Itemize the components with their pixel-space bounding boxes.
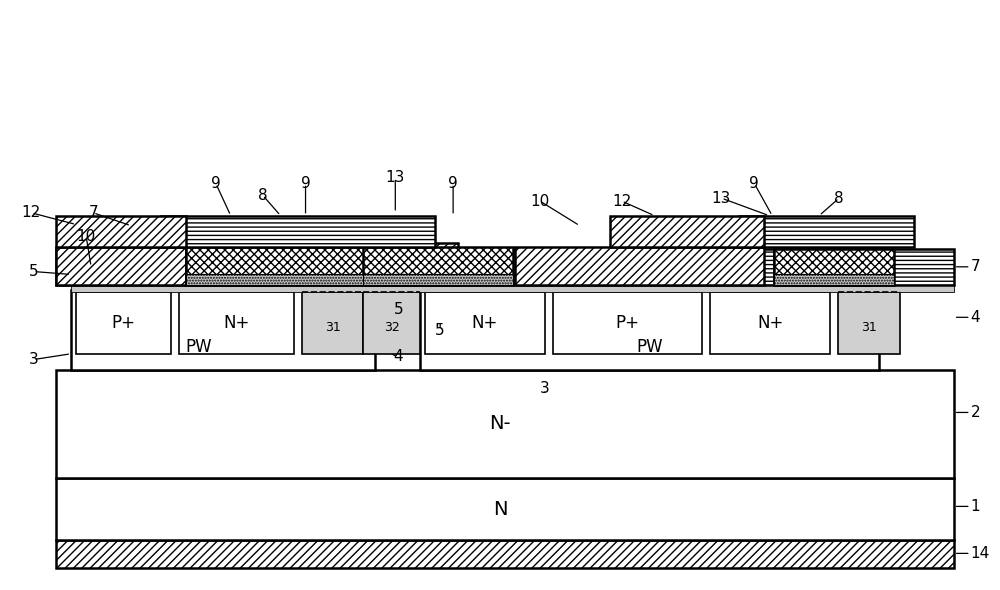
Text: 8: 8 [258,188,267,203]
Text: 5: 5 [435,323,445,337]
Text: PW: PW [636,339,663,356]
Text: 12: 12 [22,205,41,220]
Text: 3: 3 [540,382,550,396]
Bar [186,247,420,285]
Text: 4: 4 [971,310,980,325]
Bar [186,242,281,285]
Bar [710,292,830,354]
Text: 5: 5 [393,302,403,317]
Text: 9: 9 [211,176,221,191]
Text: 7: 7 [88,205,98,220]
Text: N+: N+ [472,314,498,332]
Bar [363,274,513,285]
Text: N-: N- [489,414,511,434]
Bar [179,292,294,354]
Text: 10: 10 [77,229,96,244]
Bar [71,285,954,292]
Bar [425,292,545,354]
Text: N+: N+ [223,314,249,332]
Bar [56,248,954,285]
Bar [161,217,435,247]
Bar [56,217,186,247]
Text: 9: 9 [301,176,310,191]
Bar [56,540,954,568]
Text: PW: PW [186,339,212,356]
Text: 12: 12 [612,194,631,208]
Text: N+: N+ [757,314,783,332]
Text: 13: 13 [386,170,405,185]
Text: 7: 7 [971,260,980,274]
Text: 31: 31 [325,322,340,335]
Bar [553,292,702,354]
Bar [363,292,420,354]
Text: 4: 4 [393,349,403,364]
Text: 9: 9 [448,176,458,191]
Text: 9: 9 [749,176,759,191]
Text: 2: 2 [971,405,980,420]
Bar [186,274,420,285]
Bar [739,217,914,247]
Bar [838,292,900,354]
Text: 10: 10 [530,194,550,208]
Text: 14: 14 [971,546,990,561]
Bar [774,274,894,285]
Bar [363,242,458,285]
Bar [610,217,764,247]
Text: 1: 1 [971,499,980,514]
Bar [515,247,764,285]
Text: 31: 31 [861,322,877,335]
Text: 13: 13 [712,191,731,205]
Text: P+: P+ [616,314,640,332]
Text: 32: 32 [384,322,400,335]
Bar [56,247,186,285]
Bar [302,292,363,354]
Bar [774,248,869,285]
Text: 5: 5 [28,264,38,279]
Bar [363,247,513,285]
Bar [76,292,171,354]
Text: 8: 8 [834,191,844,205]
Text: 3: 3 [28,352,38,367]
Text: P+: P+ [112,314,136,332]
Bar [56,369,954,478]
Bar [71,290,375,369]
Bar [56,478,954,540]
Text: N: N [493,500,507,519]
Bar [420,290,879,369]
Bar [774,248,894,285]
